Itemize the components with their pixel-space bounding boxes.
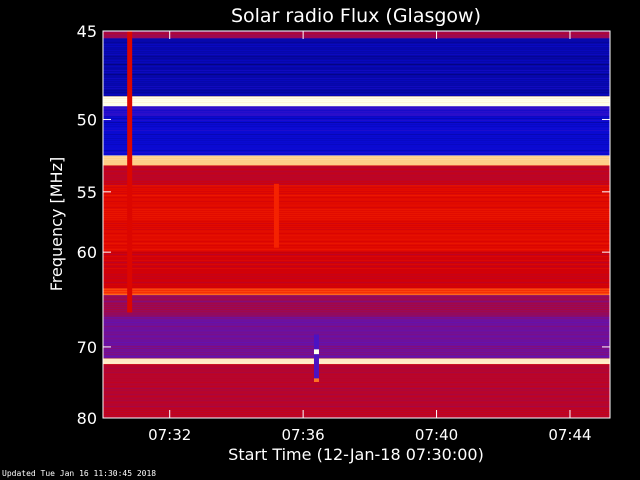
- frequency-band: [103, 155, 610, 166]
- frequency-band: [103, 316, 610, 359]
- frequency-band: [103, 165, 610, 186]
- frequency-band: [103, 106, 610, 117]
- x-tick-label: 07:40: [415, 426, 458, 444]
- y-axis-label: Frequency [MHz]: [47, 157, 66, 291]
- frequency-band: [103, 358, 610, 365]
- burst-feature: [127, 31, 133, 313]
- frequency-band: [103, 185, 610, 253]
- frequency-band: [103, 288, 610, 296]
- burst-feature: [313, 334, 319, 382]
- y-tick-label: 45: [77, 22, 97, 41]
- x-tick-label: 07:44: [548, 426, 591, 444]
- x-tick-label: 07:36: [282, 426, 325, 444]
- burst-feature: [273, 183, 279, 248]
- x-axis: 07:32 07:36 07:40 07:44: [148, 31, 592, 444]
- burst-feature: [313, 378, 319, 382]
- y-tick-label: 50: [77, 110, 97, 129]
- x-axis-label: Start Time (12-Jan-18 07:30:00): [228, 445, 484, 464]
- frequency-band: [103, 38, 610, 97]
- frequency-band: [103, 31, 610, 39]
- frequency-band: [103, 364, 610, 418]
- x-tick-label: 07:32: [148, 426, 191, 444]
- y-tick-label: 55: [77, 183, 97, 202]
- frequency-band: [103, 295, 610, 317]
- y-axis: 45 50 55 60 70 80: [77, 22, 610, 428]
- updated-timestamp: Updated Tue Jan 16 11:30:45 2018: [2, 469, 157, 478]
- chart-title: Solar radio Flux (Glasgow): [231, 5, 481, 27]
- frequency-band: [103, 96, 610, 107]
- y-tick-label: 80: [77, 409, 97, 428]
- spectrogram-image: [103, 31, 610, 418]
- y-tick-label: 70: [77, 338, 97, 357]
- burst-feature: [313, 349, 319, 355]
- plot-frame: [102, 30, 611, 419]
- frequency-band: [103, 252, 610, 289]
- frequency-band: [103, 116, 610, 156]
- y-tick-label: 60: [77, 243, 97, 262]
